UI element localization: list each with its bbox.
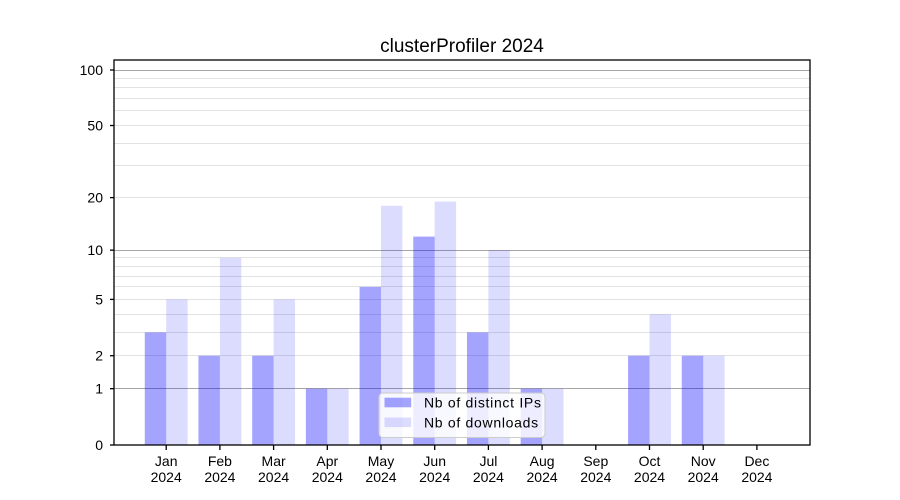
svg-text:2024: 2024	[473, 469, 504, 485]
svg-text:2024: 2024	[204, 469, 235, 485]
svg-text:2024: 2024	[258, 469, 289, 485]
svg-text:Jul: Jul	[479, 453, 497, 469]
svg-text:Dec: Dec	[744, 453, 769, 469]
svg-text:50: 50	[87, 118, 103, 134]
svg-text:2024: 2024	[580, 469, 611, 485]
svg-text:0: 0	[95, 437, 103, 453]
svg-text:Nb of downloads: Nb of downloads	[424, 414, 539, 430]
svg-text:10: 10	[87, 242, 103, 258]
svg-text:Mar: Mar	[262, 453, 286, 469]
svg-text:2024: 2024	[741, 469, 772, 485]
svg-text:Feb: Feb	[208, 453, 232, 469]
svg-text:2024: 2024	[634, 469, 665, 485]
svg-text:2024: 2024	[312, 469, 343, 485]
svg-text:2024: 2024	[688, 469, 719, 485]
svg-text:Jun: Jun	[423, 453, 446, 469]
svg-text:2: 2	[95, 348, 103, 364]
svg-text:May: May	[368, 453, 394, 469]
svg-text:Jan: Jan	[155, 453, 178, 469]
svg-text:2024: 2024	[527, 469, 558, 485]
svg-text:Oct: Oct	[639, 453, 661, 469]
svg-text:Nb of distinct IPs: Nb of distinct IPs	[424, 395, 542, 411]
svg-text:Nov: Nov	[691, 453, 716, 469]
svg-text:1: 1	[95, 381, 103, 397]
svg-text:5: 5	[95, 291, 103, 307]
svg-text:100: 100	[80, 62, 104, 78]
svg-text:clusterProfiler 2024: clusterProfiler 2024	[380, 36, 544, 57]
svg-text:20: 20	[87, 190, 103, 206]
svg-text:2024: 2024	[365, 469, 396, 485]
svg-text:Apr: Apr	[316, 453, 338, 469]
svg-text:2024: 2024	[419, 469, 450, 485]
svg-text:Sep: Sep	[583, 453, 608, 469]
svg-text:Aug: Aug	[530, 453, 555, 469]
svg-text:2024: 2024	[151, 469, 182, 485]
